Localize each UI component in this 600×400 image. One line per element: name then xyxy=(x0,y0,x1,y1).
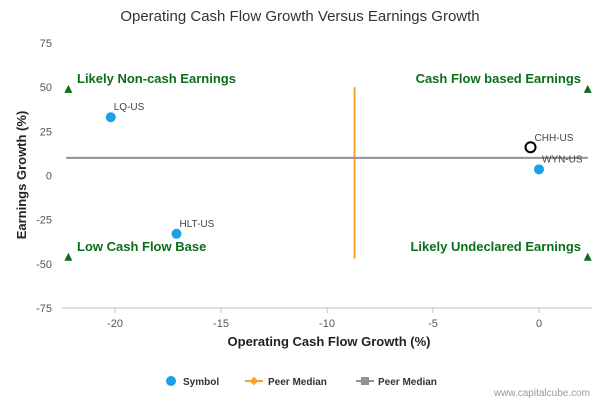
legend-peer-median-y-label: Peer Median xyxy=(378,377,437,388)
x-tick-labels: -20 -15 -10 -5 0 xyxy=(107,318,542,330)
credit-text: www.capitalcube.com xyxy=(493,388,590,399)
peer-median-lines xyxy=(66,87,588,259)
y-axis-title: Earnings Growth (%) xyxy=(14,111,29,240)
quadrant-labels: Likely Non-cash Earnings Cash Flow based … xyxy=(77,71,581,254)
quadrant-markers xyxy=(64,84,592,261)
data-point[interactable] xyxy=(171,228,182,239)
x-tick-label: -20 xyxy=(107,318,123,330)
legend-item-symbol[interactable]: Symbol xyxy=(166,376,219,388)
quadrant-label-top-right: Cash Flow based Earnings xyxy=(416,71,581,86)
legend-symbol-label: Symbol xyxy=(183,377,219,388)
data-point-label: WYN-US xyxy=(542,154,583,165)
data-point-label: LQ-US xyxy=(114,102,145,113)
data-points: LQ-US HLT-US WYN-US CHH-US xyxy=(105,102,583,239)
y-tick-label: -25 xyxy=(36,215,52,227)
y-tick-label: -50 xyxy=(36,259,52,271)
x-tick-label: -5 xyxy=(428,318,438,330)
x-tick-label: -10 xyxy=(319,318,335,330)
data-point[interactable] xyxy=(105,112,116,123)
x-tick-marks xyxy=(114,308,540,313)
highlight-point-label: CHH-US xyxy=(535,133,574,144)
y-tick-label: 0 xyxy=(46,171,52,183)
legend-item-peer-median-y[interactable]: Peer Median xyxy=(356,377,437,388)
x-tick-label: 0 xyxy=(536,318,542,330)
quadrant-label-bottom-right: Likely Undeclared Earnings xyxy=(410,239,581,254)
legend-peer-median-x-label: Peer Median xyxy=(268,377,327,388)
x-axis-title: Operating Cash Flow Growth (%) xyxy=(228,334,431,349)
quadrant-triangle-marker xyxy=(583,84,592,93)
y-tick-label: 50 xyxy=(40,82,52,94)
quadrant-triangle-marker xyxy=(64,252,73,261)
legend: Symbol Peer Median Peer Median xyxy=(166,376,437,388)
y-tick-label: -75 xyxy=(36,303,52,315)
highlight-point[interactable] xyxy=(524,141,537,154)
data-point-label: HLT-US xyxy=(179,219,214,230)
data-point[interactable] xyxy=(534,164,544,175)
legend-symbol-marker xyxy=(166,376,176,386)
legend-peer-median-x-marker xyxy=(249,376,259,386)
y-tick-label: 25 xyxy=(40,126,52,138)
legend-item-peer-median-x[interactable]: Peer Median xyxy=(245,376,327,388)
quadrant-triangle-marker xyxy=(64,84,73,93)
y-tick-label: 75 xyxy=(40,38,52,50)
chart-title: Operating Cash Flow Growth Versus Earnin… xyxy=(120,8,479,25)
y-tick-labels: 75 50 25 0 -25 -50 -75 xyxy=(36,38,52,315)
x-tick-label: -15 xyxy=(213,318,229,330)
quadrant-triangle-marker xyxy=(583,252,592,261)
legend-peer-median-y-marker xyxy=(361,377,369,385)
quadrant-label-bottom-left: Low Cash Flow Base xyxy=(77,239,206,254)
quadrant-label-top-left: Likely Non-cash Earnings xyxy=(77,71,236,86)
